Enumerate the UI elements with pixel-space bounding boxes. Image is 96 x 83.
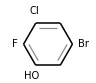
Text: Br: Br [78,39,89,49]
Text: HO: HO [24,71,39,81]
Text: F: F [12,39,18,49]
Text: Cl: Cl [30,6,40,16]
